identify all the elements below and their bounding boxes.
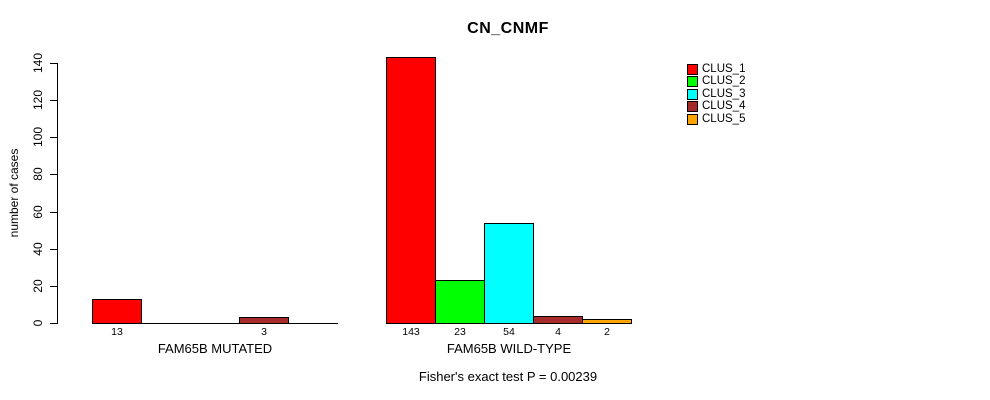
bar-value-label: 3 bbox=[261, 326, 267, 338]
group-label-1: FAM65B MUTATED bbox=[157, 341, 273, 356]
bar-value-label: 143 bbox=[402, 326, 420, 338]
bar-clus_5-group2 bbox=[582, 319, 632, 324]
y-axis-tick bbox=[50, 63, 57, 64]
fisher-test-annotation: Fisher's exact test P = 0.00239 bbox=[418, 369, 598, 384]
legend-label-clus_5: CLUS_5 bbox=[702, 113, 746, 125]
legend-swatch-clus_2 bbox=[687, 76, 698, 87]
y-axis-label: number of cases bbox=[7, 148, 21, 238]
group-baseline bbox=[92, 323, 338, 324]
y-axis-tick bbox=[50, 174, 57, 175]
y-axis-tick-label: 40 bbox=[31, 242, 45, 256]
bar-value-label: 4 bbox=[555, 326, 561, 338]
legend-swatch-clus_4 bbox=[687, 101, 698, 112]
legend-swatch-clus_3 bbox=[687, 89, 698, 100]
legend-label-clus_1: CLUS_1 bbox=[702, 63, 746, 75]
y-axis-tick-label: 20 bbox=[31, 279, 45, 293]
y-axis-tick-label: 120 bbox=[31, 89, 45, 111]
bar-clus_4-group2 bbox=[533, 316, 583, 324]
y-axis-tick-label: 60 bbox=[31, 205, 45, 219]
bar-clus_1-group2 bbox=[386, 57, 436, 324]
y-axis-tick bbox=[50, 323, 57, 324]
y-axis-line bbox=[57, 63, 58, 324]
bar-clus_1-group1 bbox=[92, 299, 142, 324]
y-axis-tick bbox=[50, 137, 57, 138]
legend-label-clus_3: CLUS_3 bbox=[702, 88, 746, 100]
bar-clus_2-group2 bbox=[435, 280, 485, 324]
bar-clus_4-group1 bbox=[239, 317, 289, 324]
y-axis-tick bbox=[50, 100, 57, 101]
y-axis-tick bbox=[50, 286, 57, 287]
legend-label-clus_4: CLUS_4 bbox=[702, 100, 746, 112]
bar-value-label: 13 bbox=[111, 326, 123, 338]
legend-label-clus_2: CLUS_2 bbox=[702, 75, 746, 87]
y-axis-tick-label: 0 bbox=[31, 319, 45, 327]
y-axis-tick-label: 100 bbox=[31, 126, 45, 148]
bar-value-label: 54 bbox=[503, 326, 515, 338]
y-axis-tick-label: 80 bbox=[31, 167, 45, 181]
y-axis-tick bbox=[50, 212, 57, 213]
bar-clus_3-group2 bbox=[484, 223, 534, 324]
legend-swatch-clus_1 bbox=[687, 64, 698, 75]
group-label-2: FAM65B WILD-TYPE bbox=[446, 341, 572, 356]
y-axis-tick-label: 140 bbox=[31, 52, 45, 74]
y-axis-tick bbox=[50, 249, 57, 250]
bar-value-label: 2 bbox=[604, 326, 610, 338]
chart-title: CN_CNMF bbox=[467, 20, 549, 37]
bar-value-label: 23 bbox=[454, 326, 466, 338]
legend-swatch-clus_5 bbox=[687, 114, 698, 125]
